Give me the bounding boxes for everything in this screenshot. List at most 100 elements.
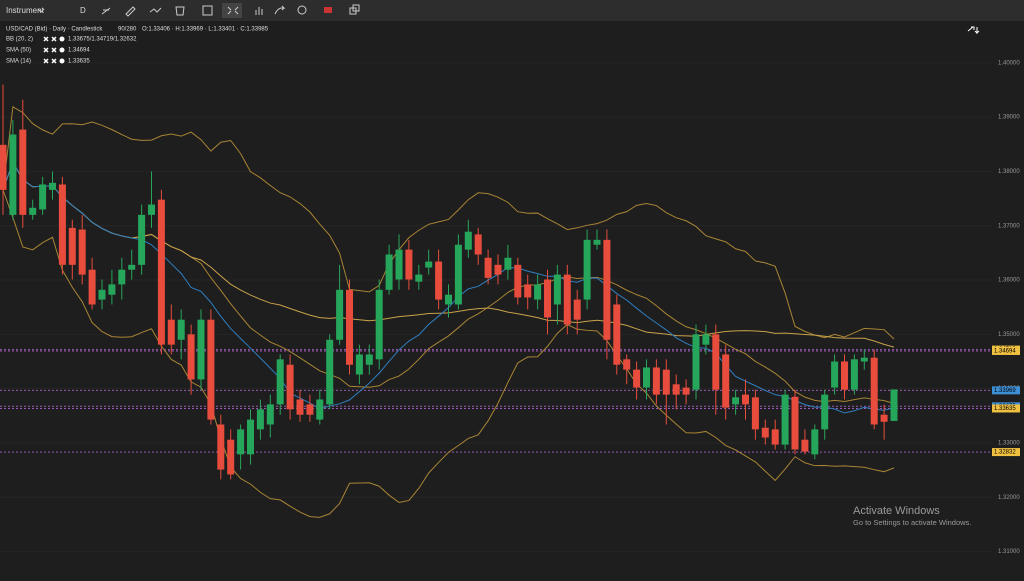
candle-body [702,334,710,345]
candle-body [0,144,7,190]
y-tick-label: 1.35000 [998,332,1020,338]
price-tag [992,404,1020,413]
candle-body [504,257,512,270]
candle-body [385,254,393,290]
candle-body [29,207,37,215]
candle-body [415,274,423,282]
candle-body [880,414,888,422]
toolbar-icons[interactable] [101,3,360,18]
y-tick-label: 1.31000 [998,549,1020,555]
candle-body [276,359,284,405]
candle-body [306,404,314,415]
candle-body [821,394,829,430]
candle-body [316,399,324,420]
ohlc: O:1.33406 · H:1.33969 · L:1.33401 · C:1.… [142,27,269,33]
candle-body [336,289,344,340]
y-tick-label: 1.40000 [998,60,1020,66]
y-tick-label: 1.38000 [998,169,1020,175]
candle-body [722,354,730,408]
candle-body [801,439,809,452]
candle-body [88,269,96,305]
candle-body [692,334,700,390]
candle-body [256,409,264,430]
price-tag-label: 1.33635 [994,406,1016,412]
candle-body [9,134,17,215]
candle-body [128,264,136,270]
candle-body [445,294,452,305]
candle-body [138,214,146,265]
watermark-title: Activate Windows [853,505,940,517]
price-tag-label: 1.34694 [994,349,1016,355]
candle-body [761,427,769,438]
candle-body [553,274,561,305]
candle-body [435,261,443,300]
legend-value: 1.33675/1.34719/1.32632 [68,37,137,43]
candle-body [484,257,492,278]
candle-body [425,261,433,268]
candle-body [563,274,571,325]
bar-count: 90/280 [118,27,137,33]
price-tag [992,448,1020,457]
legend-icons [43,58,57,64]
candle-body [326,339,334,405]
candle-body [850,359,858,390]
y-tick-label: 1.39000 [998,115,1020,121]
candle-body [524,284,532,298]
candle-body [603,239,611,340]
price-tag [992,386,1020,395]
candle-body [375,289,383,360]
candle-body [662,369,670,395]
candle-body [890,389,898,421]
candle-body [148,204,155,215]
legend-gear [59,47,65,53]
candle-body [623,359,631,370]
watermark-text: Go to Settings to activate Windows. [853,518,971,527]
candle-body [395,249,403,280]
y-tick-label: 1.33000 [998,441,1020,447]
candle-body [365,354,373,365]
legend-name: SMA (14) [6,59,31,65]
candle-body [157,199,165,345]
legend-name: BB (20, 2) [6,37,33,43]
price-tag-label: 1.32832 [994,450,1016,456]
period-button[interactable]: D [80,6,86,15]
candle-body [514,264,522,298]
candle-body [247,419,254,455]
candle-body [19,129,27,215]
candle-body [286,364,294,410]
candle-body [494,264,502,275]
price-tag [992,346,1020,355]
y-tick-label: 1.32000 [998,495,1020,501]
candle-body [296,399,304,415]
candle-body [237,429,245,455]
candle-body [58,184,66,265]
candle-body [39,184,47,210]
candle-body [405,249,413,280]
candle-body [583,239,591,300]
candle-body [177,319,185,340]
y-tick-label: 1.37000 [998,223,1020,229]
dropdown-arrow [37,8,45,13]
candle-body [49,182,56,190]
candle-body [197,319,205,380]
fullscreen-icon[interactable] [967,26,980,35]
candle-body [167,319,175,345]
legend-name: SMA (50) [6,48,31,54]
price-tag-label: 1.33969 [994,388,1016,394]
candle-body [217,424,225,470]
candle-body [831,361,839,388]
candle-body [68,227,76,265]
candle-body [732,397,740,405]
bb-upper [2,105,895,340]
instrument-button[interactable]: Instrument [6,6,45,15]
candle-body [355,354,363,375]
candle-body [870,357,878,425]
candle-body [742,394,749,405]
legend-gear [59,36,65,42]
legend-gear [59,58,65,64]
y-tick-label: 1.36000 [998,278,1020,284]
candle-body [643,367,650,388]
candle-body [771,429,779,445]
